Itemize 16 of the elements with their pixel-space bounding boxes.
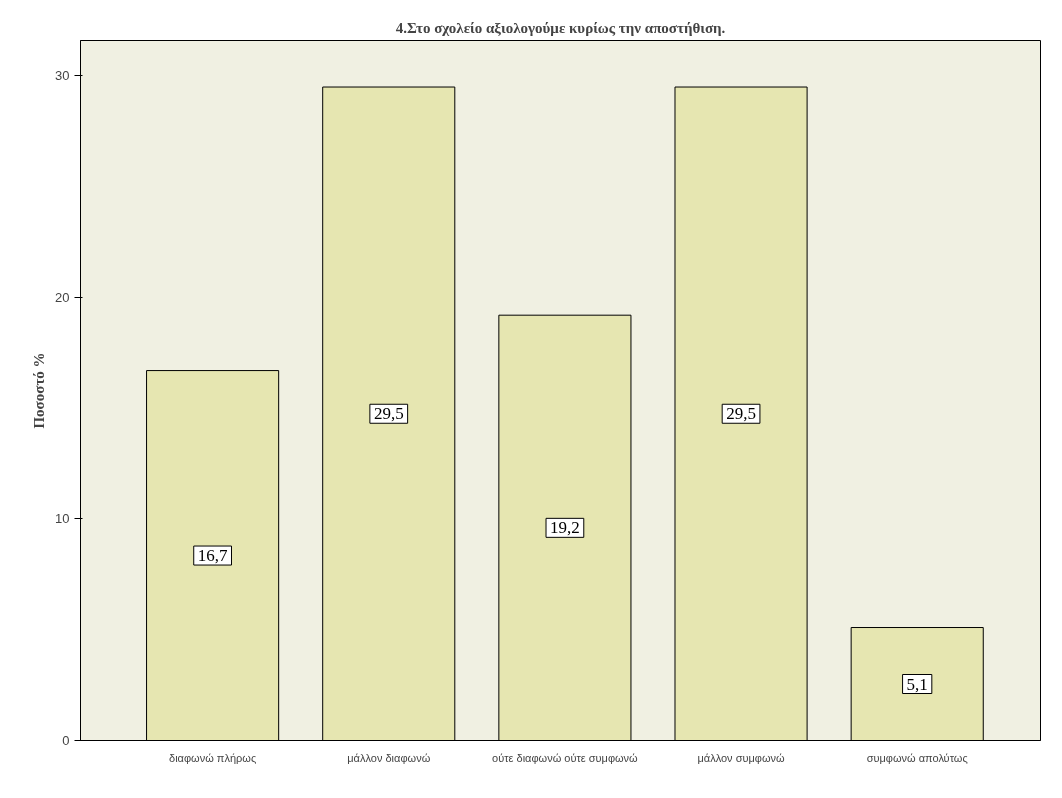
y-tick-label: 20 bbox=[55, 289, 70, 305]
y-tick-label: 30 bbox=[55, 68, 70, 84]
x-tick-label: συμφωνώ απολύτως bbox=[866, 751, 968, 764]
data-label: 16,7 bbox=[197, 546, 228, 566]
x-tick-label: διαφωνώ πλήρως bbox=[169, 751, 257, 764]
x-tick-label: ούτε διαφωνώ ούτε συμφωνώ bbox=[492, 751, 639, 764]
data-label: 19,2 bbox=[550, 518, 580, 538]
x-tick-label: μάλλον διαφωνώ bbox=[347, 751, 431, 764]
data-label: 5,1 bbox=[906, 674, 928, 694]
y-tick-label: 0 bbox=[62, 733, 70, 748]
data-label: 29,5 bbox=[726, 404, 756, 424]
chart-title: 4.Στο σχολείο αξιολογούμε κυρίως την αποστήθιση. bbox=[395, 19, 726, 36]
y-tick-label: 10 bbox=[55, 511, 70, 527]
y-axis-title: Ποσοστό % bbox=[31, 352, 48, 429]
data-label: 29,5 bbox=[373, 404, 404, 424]
x-tick-label: μάλλον συμφωνώ bbox=[697, 751, 786, 764]
